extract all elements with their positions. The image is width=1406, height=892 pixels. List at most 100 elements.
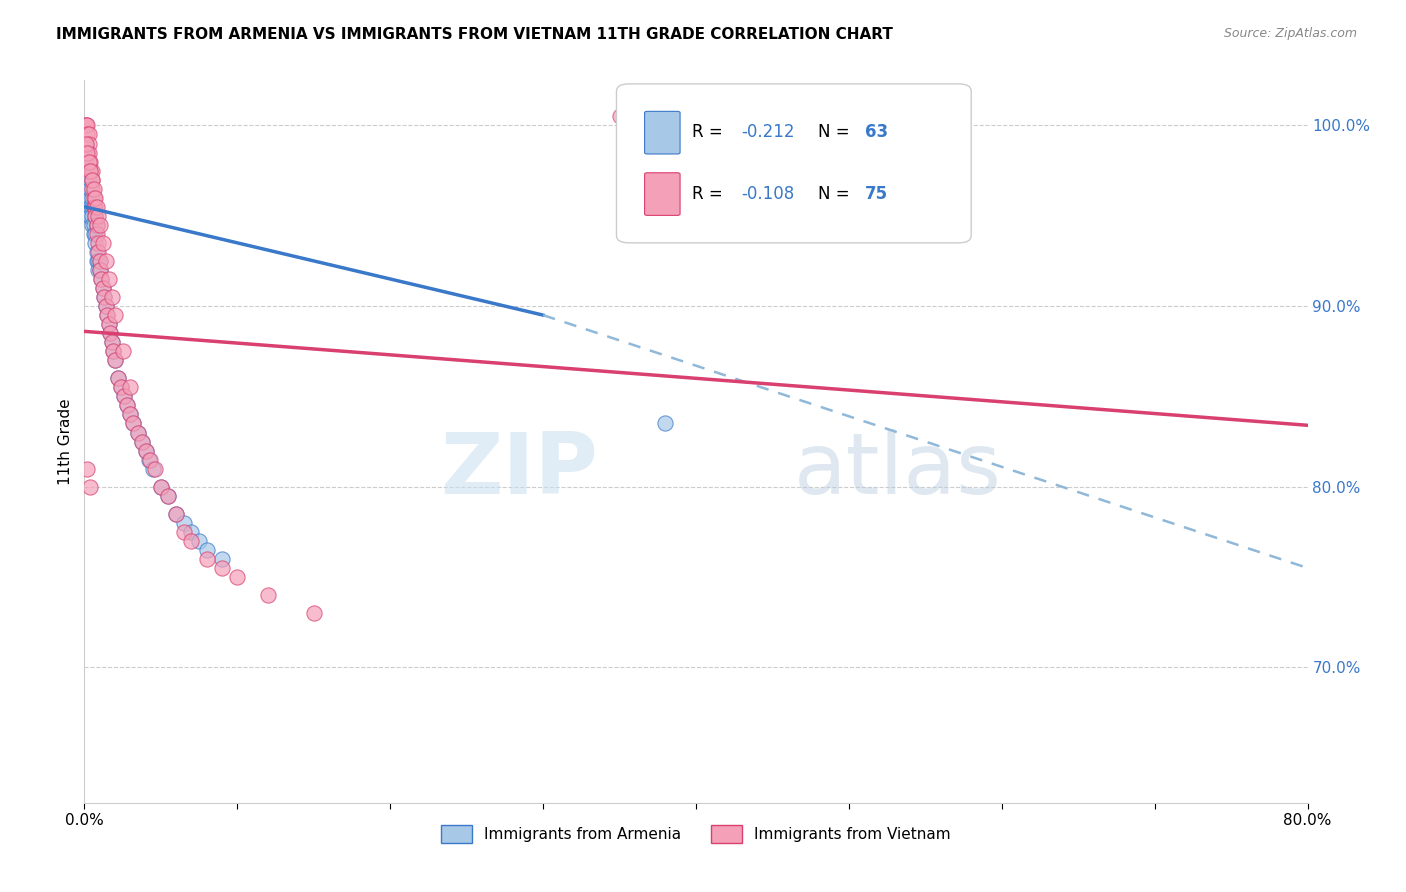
FancyBboxPatch shape (644, 173, 681, 215)
Text: 75: 75 (865, 186, 889, 203)
Point (80, 218, 103, 232)
Point (76, 461, 98, 475)
Point (79, 480, 101, 494)
Point (127, 425, 149, 440)
Point (84, 227, 107, 241)
Point (135, 443, 157, 458)
Point (77, 181, 100, 195)
Point (188, 533, 211, 548)
Point (149, 480, 172, 494)
Point (87, 209, 110, 223)
Point (122, 417, 145, 431)
Point (89, 253, 111, 268)
Point (79, 200, 101, 214)
Point (83, 200, 105, 214)
Point (91, 281, 114, 295)
Point (86, 200, 108, 214)
Point (110, 380, 132, 394)
FancyBboxPatch shape (616, 84, 972, 243)
Point (157, 489, 180, 503)
Legend: Immigrants from Armenia, Immigrants from Vietnam: Immigrants from Armenia, Immigrants from… (434, 819, 957, 849)
Point (122, 417, 145, 431)
Point (83, 191, 105, 205)
Point (76, 145, 98, 160)
Point (115, 398, 138, 412)
Point (104, 353, 127, 368)
Point (97, 317, 120, 331)
FancyBboxPatch shape (644, 112, 681, 154)
Point (654, 417, 676, 431)
Point (77, 191, 100, 205)
Text: ZIP: ZIP (440, 429, 598, 512)
Point (157, 489, 180, 503)
Point (79, 209, 101, 223)
Text: R =: R = (692, 123, 728, 141)
Point (91, 235, 114, 250)
Point (75, 119, 97, 133)
Point (257, 588, 280, 602)
Point (80, 172, 103, 186)
Point (112, 389, 135, 403)
Point (138, 452, 160, 467)
Text: Source: ZipAtlas.com: Source: ZipAtlas.com (1223, 27, 1357, 40)
Point (104, 353, 127, 368)
Point (83, 218, 105, 232)
Point (96, 308, 118, 322)
Point (76, 128, 98, 142)
Point (96, 308, 118, 322)
Point (75, 136, 97, 151)
Point (80, 209, 103, 223)
Point (86, 244, 108, 259)
Point (93, 290, 115, 304)
Point (76, 172, 98, 186)
Point (107, 371, 129, 385)
Point (89, 218, 111, 232)
Point (609, 109, 631, 123)
Point (91, 281, 114, 295)
Point (97, 317, 120, 331)
Point (77, 154, 100, 169)
Text: R =: R = (692, 186, 728, 203)
Text: IMMIGRANTS FROM ARMENIA VS IMMIGRANTS FROM VIETNAM 11TH GRADE CORRELATION CHART: IMMIGRANTS FROM ARMENIA VS IMMIGRANTS FR… (56, 27, 893, 42)
Point (94, 299, 117, 313)
Point (211, 552, 233, 566)
Point (75, 136, 97, 151)
Point (89, 263, 111, 277)
Point (115, 398, 138, 412)
Point (195, 542, 218, 557)
Point (79, 181, 101, 195)
Point (76, 163, 98, 178)
Point (143, 461, 166, 475)
Point (139, 452, 162, 467)
Point (101, 335, 124, 350)
Point (142, 461, 165, 475)
Y-axis label: 11th Grade: 11th Grade (58, 398, 73, 485)
Point (75, 154, 97, 169)
Point (180, 524, 202, 539)
Point (87, 235, 110, 250)
Point (107, 371, 129, 385)
Point (149, 480, 172, 494)
Point (226, 570, 249, 584)
Point (120, 408, 142, 422)
Point (77, 200, 100, 214)
Point (165, 507, 187, 521)
Point (79, 163, 101, 178)
Point (103, 344, 125, 359)
Point (87, 263, 110, 277)
Point (83, 181, 105, 195)
Point (77, 172, 100, 186)
Point (86, 218, 108, 232)
Point (77, 209, 100, 223)
Point (84, 235, 107, 250)
Point (75, 145, 97, 160)
Point (93, 290, 115, 304)
Point (77, 145, 100, 160)
Point (90, 272, 112, 286)
Point (84, 191, 107, 205)
Point (101, 290, 124, 304)
Point (98, 326, 121, 340)
Point (86, 253, 108, 268)
Point (135, 443, 157, 458)
Point (77, 128, 100, 142)
